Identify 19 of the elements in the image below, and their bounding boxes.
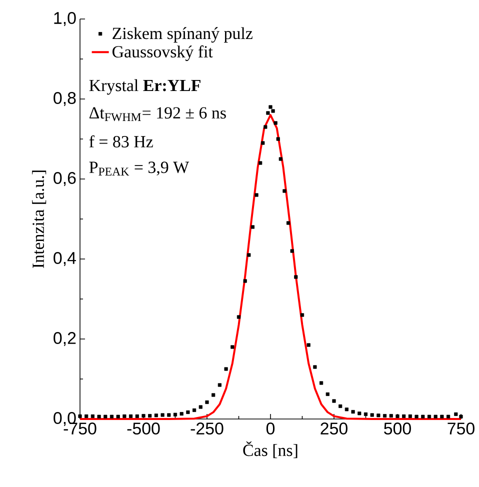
annotation: f = 83 Hz bbox=[89, 135, 153, 148]
y-axis-title: Intenzita [a.u.] bbox=[32, 170, 46, 268]
annotation: P$_{PEAK}$ = 3,9 W bbox=[89, 162, 190, 176]
x-tick-label: 250 bbox=[320, 422, 348, 435]
y-tick-label: 1,0 bbox=[54, 12, 76, 26]
y-tick-label: 0,4 bbox=[54, 252, 76, 266]
y-tick-label: 0,6 bbox=[54, 172, 76, 186]
x-axis-title: Čas [ns] bbox=[243, 441, 298, 458]
annotation: Krystal Er:YLF bbox=[89, 79, 200, 95]
legend-label: Gaussovský fit bbox=[112, 45, 213, 62]
y-tick-label: 0,8 bbox=[54, 92, 76, 106]
x-tick-label: 500 bbox=[384, 422, 411, 435]
x-tick-label: 750 bbox=[448, 422, 474, 435]
x-tick-label: -500 bbox=[127, 422, 160, 435]
annotation: Δt$_{FWHM}$= 192 ± 6 ns bbox=[89, 107, 226, 122]
x-tick-label: -250 bbox=[190, 422, 224, 435]
y-tick-label: 0,2 bbox=[54, 332, 76, 346]
legend-label: Ziskem spínaný pulz bbox=[112, 27, 252, 43]
x-tick-label: 0 bbox=[266, 422, 275, 435]
